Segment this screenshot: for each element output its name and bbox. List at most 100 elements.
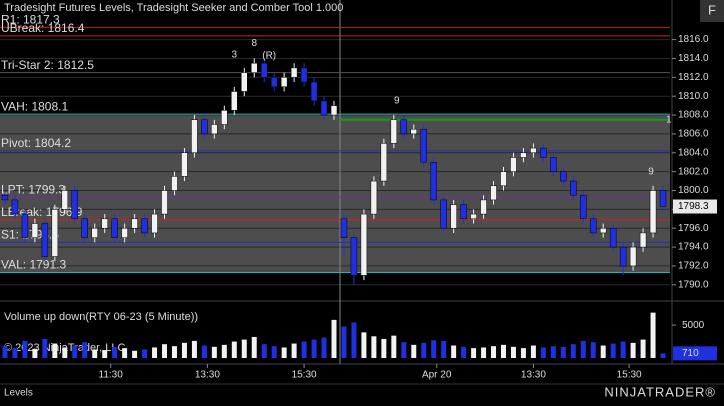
y-tick-label: 1790.0: [678, 279, 709, 290]
volume-bar: [281, 347, 287, 358]
annotation: 3: [232, 49, 238, 60]
tab-label[interactable]: Levels: [4, 388, 33, 399]
volume-bar: [600, 345, 606, 358]
volume-bar: [201, 345, 207, 358]
volume-bar: [441, 340, 447, 358]
candle-body: [530, 147, 537, 154]
volume-bar: [132, 350, 138, 358]
candle-body: [260, 62, 268, 78]
candle-body: [51, 209, 59, 257]
volume-bar: [291, 343, 297, 358]
volume-bar: [301, 341, 307, 358]
volume-bar: [162, 344, 168, 358]
candle-body: [370, 180, 378, 215]
y-tick-label: 1814.0: [678, 53, 709, 64]
volume-bar: [381, 338, 387, 358]
volume-bar: [580, 340, 586, 358]
volume-bar: [261, 344, 267, 358]
candle-body: [400, 119, 408, 135]
volume-bar: [481, 347, 487, 358]
volume-bar: [211, 346, 217, 358]
last-volume-label: 710: [682, 348, 699, 359]
volume-bar: [241, 339, 247, 358]
candle-body: [211, 124, 218, 135]
candle-body: [490, 185, 497, 201]
volume-bar: [142, 349, 148, 358]
volume-title: Volume up down(RTY 06-23 (5 Minute)): [4, 311, 198, 323]
volume-bar: [640, 339, 646, 358]
candle-body: [201, 119, 208, 135]
logo: NINJATRADER®: [604, 384, 716, 399]
candle-body: [161, 190, 168, 215]
candle-body: [350, 237, 358, 276]
volume-bar: [371, 336, 377, 358]
candle-body: [81, 218, 88, 238]
last-price-box: [673, 199, 717, 214]
candle-body: [480, 199, 487, 215]
volume-bar: [181, 342, 187, 358]
corner-button[interactable]: [700, 0, 724, 22]
candle-body: [231, 91, 238, 111]
y-tick-label: 1808.0: [678, 110, 709, 121]
volume-bar: [112, 346, 118, 358]
volume-bar: [22, 340, 28, 358]
volume-bar: [171, 346, 177, 358]
candle-body: [310, 81, 318, 102]
y-tick-label: 1812.0: [678, 72, 709, 83]
candle-body: [460, 204, 467, 220]
candle-body: [191, 119, 198, 154]
candle-body: [151, 213, 158, 234]
volume-bar: [540, 347, 546, 358]
candle-body: [270, 77, 278, 88]
volume-bar: [391, 335, 397, 358]
candle-body: [520, 152, 527, 158]
candle-body: [609, 227, 617, 248]
volume-bar: [431, 340, 437, 358]
volume-bar: [341, 326, 347, 358]
candle-body: [619, 246, 627, 267]
candle-body: [649, 190, 657, 234]
annotation: 8: [251, 38, 257, 49]
volume-bar: [271, 346, 277, 358]
candle-body: [251, 62, 258, 73]
candle-body: [510, 157, 517, 172]
candle-body: [320, 100, 328, 116]
level-label: VAL: 1791.3: [1, 258, 66, 272]
volume-bar: [550, 346, 556, 358]
candle-body: [639, 232, 647, 248]
target-label: 1: [666, 114, 672, 125]
candle-body: [570, 180, 577, 196]
volume-bar: [351, 322, 357, 358]
candle-body: [410, 128, 418, 135]
level-label: R1: 1817.3: [1, 13, 60, 27]
y-tick-label: 1806.0: [678, 129, 709, 140]
corner-button-label[interactable]: F: [708, 2, 716, 17]
candle-body: [589, 218, 597, 234]
x-tick-label: 11:30: [99, 370, 124, 381]
candle-body: [560, 171, 567, 182]
last-volume-box: [673, 346, 717, 361]
volume-bar: [72, 345, 78, 358]
volume-bar: [331, 319, 337, 358]
candle-body: [450, 204, 457, 229]
volume-bar: [221, 344, 227, 358]
level-label: Tri-Star 2: 1812.5: [1, 58, 94, 72]
volume-bar: [102, 350, 108, 358]
candle-body: [21, 213, 29, 238]
y-tick-label: 1794.0: [678, 242, 709, 253]
volume-bar: [361, 332, 367, 358]
annotation: 9: [394, 96, 400, 107]
volume-bar: [82, 342, 88, 358]
volume-bar: [411, 344, 417, 358]
x-tick-label: 13:30: [521, 370, 546, 381]
y-tick-label: 1792.0: [678, 261, 709, 272]
candle-body: [300, 67, 308, 83]
candle-body: [390, 119, 398, 144]
volume-bar: [122, 348, 128, 358]
volume-tick-label: 5000: [682, 320, 705, 331]
volume-bar: [32, 348, 38, 358]
candle-body: [360, 213, 368, 276]
candle-body: [290, 67, 298, 78]
y-tick-label: 1796.0: [678, 223, 709, 234]
